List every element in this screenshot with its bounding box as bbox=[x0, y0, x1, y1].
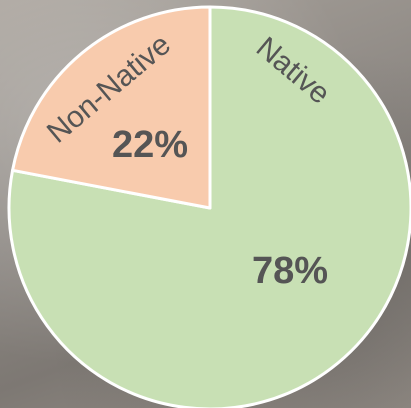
chart: Native Non-Native 78% 22% bbox=[0, 0, 411, 408]
value-label: 78% bbox=[252, 250, 328, 292]
pie bbox=[9, 7, 411, 408]
value-label: 22% bbox=[112, 124, 188, 166]
page: Native Non-Native 78% 22% (() => { const… bbox=[0, 0, 411, 408]
